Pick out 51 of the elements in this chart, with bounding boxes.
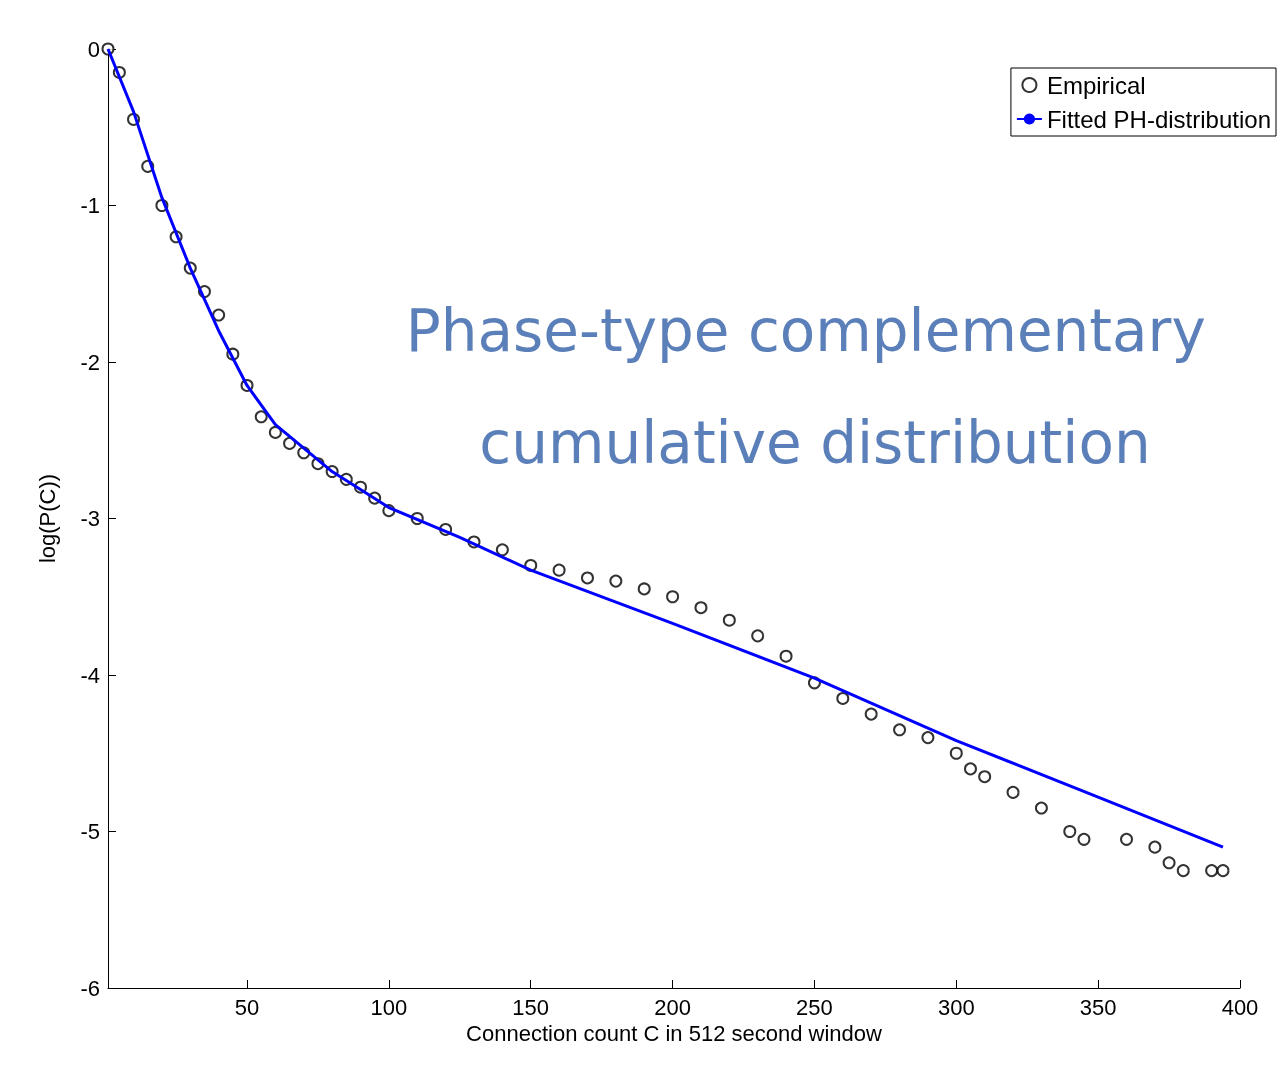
point <box>552 563 566 577</box>
y-tick-label: -6 <box>80 975 100 1001</box>
point <box>254 410 268 424</box>
y-tick-label: -2 <box>80 349 100 375</box>
point <box>949 746 963 760</box>
legend-label: Fitted PH-distribution <box>1046 105 1272 133</box>
y-axis-title: log(P(C)) <box>34 473 60 564</box>
point <box>1077 832 1091 846</box>
point <box>609 574 623 588</box>
x-tick-label: 150 <box>512 994 550 1020</box>
x-tick-label: 300 <box>937 994 975 1020</box>
x-tick-label: 100 <box>370 994 408 1020</box>
point <box>495 543 509 557</box>
point <box>779 649 793 663</box>
point <box>963 762 977 776</box>
point <box>637 582 651 596</box>
point <box>921 731 935 745</box>
x-tick-label: 200 <box>654 994 691 1020</box>
point <box>283 436 297 450</box>
point <box>1063 825 1077 838</box>
point <box>722 613 736 627</box>
point <box>978 770 992 784</box>
point <box>1148 840 1162 854</box>
x-tick-label: 50 <box>234 994 260 1020</box>
y-tick-label: -4 <box>80 662 100 688</box>
y-tick-label: -1 <box>80 193 100 218</box>
point <box>1216 864 1230 878</box>
legend-label: Empirical <box>1046 71 1146 99</box>
x-tick-label: 350 <box>1079 994 1117 1020</box>
text: Phase-type complementary cumulative distribution <box>405 297 1225 477</box>
point <box>1176 864 1190 878</box>
point <box>1120 832 1134 846</box>
point <box>1205 864 1219 878</box>
point <box>694 601 708 615</box>
point <box>268 425 282 439</box>
y-tick-label: -5 <box>80 819 100 844</box>
point <box>666 590 680 604</box>
point <box>212 308 226 322</box>
y-tick-label: -3 <box>80 506 100 531</box>
y-tick-label: 0 <box>87 36 100 62</box>
point <box>751 629 765 643</box>
point <box>1162 856 1176 870</box>
point <box>836 691 850 705</box>
x-axis-title: Connection count C in 512 second window <box>466 1021 883 1047</box>
point <box>1034 801 1048 815</box>
point <box>580 571 594 585</box>
point <box>1006 785 1020 799</box>
x-tick-label: 250 <box>796 994 833 1020</box>
x-tick-label: 400 <box>1221 994 1259 1020</box>
point <box>893 723 907 737</box>
point <box>864 707 878 721</box>
